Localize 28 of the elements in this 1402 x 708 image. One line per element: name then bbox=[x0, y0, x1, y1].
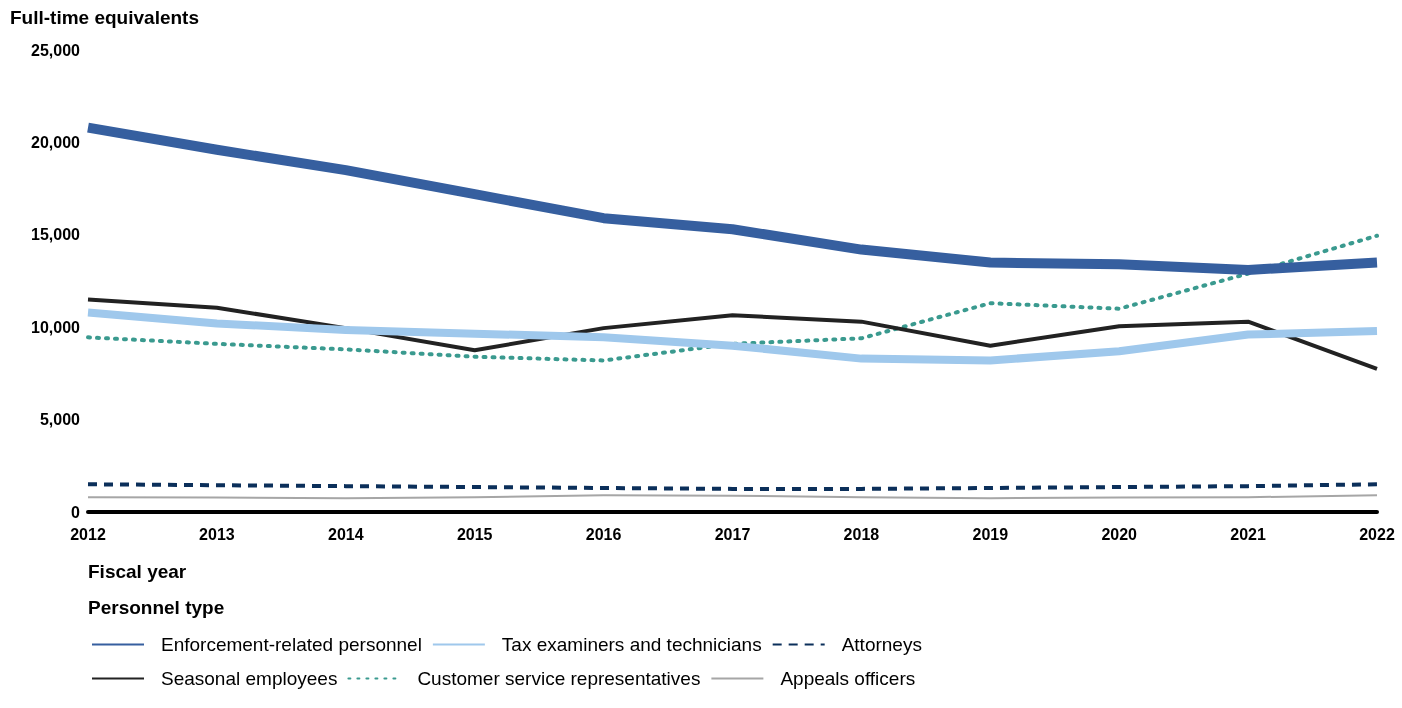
x-tick-label: 2016 bbox=[585, 525, 622, 543]
x-tick-label: 2020 bbox=[1101, 525, 1138, 543]
x-tick-label: 2022 bbox=[1359, 525, 1395, 543]
x-tick-label: 2014 bbox=[328, 525, 364, 543]
x-tick-label: 2013 bbox=[199, 525, 235, 543]
y-tick-label: 10,000 bbox=[31, 318, 81, 336]
y-tick-label: 5,000 bbox=[39, 411, 81, 429]
line-series bbox=[86, 297, 1379, 371]
legend-title: Personnel type bbox=[88, 597, 225, 618]
y-tick-label: 20,000 bbox=[31, 133, 81, 151]
x-tick-label: 2019 bbox=[972, 525, 1009, 543]
x-axis-title: Fiscal year bbox=[88, 561, 187, 582]
y-tick-label: 15,000 bbox=[31, 226, 81, 244]
legend-label: Enforcement-related personnel bbox=[161, 634, 422, 655]
x-tick-label: 2018 bbox=[843, 525, 880, 543]
line-series bbox=[86, 233, 1379, 363]
y-axis-title: Full-time equivalents bbox=[10, 7, 199, 28]
x-tick-label: 2015 bbox=[456, 525, 493, 543]
legend-label: Attorneys bbox=[841, 634, 922, 655]
y-tick-label: 0 bbox=[71, 503, 81, 521]
legend-label: Seasonal employees bbox=[161, 668, 338, 689]
x-tick-label: 2021 bbox=[1230, 525, 1266, 543]
x-tick-label: 2012 bbox=[70, 525, 106, 543]
x-tick-label: 2017 bbox=[714, 525, 751, 543]
legend-label: Tax examiners and technicians bbox=[501, 634, 762, 655]
legend-label: Appeals officers bbox=[780, 668, 916, 689]
legend-label: Customer service representatives bbox=[417, 668, 701, 689]
y-tick-label: 25,000 bbox=[31, 41, 81, 59]
